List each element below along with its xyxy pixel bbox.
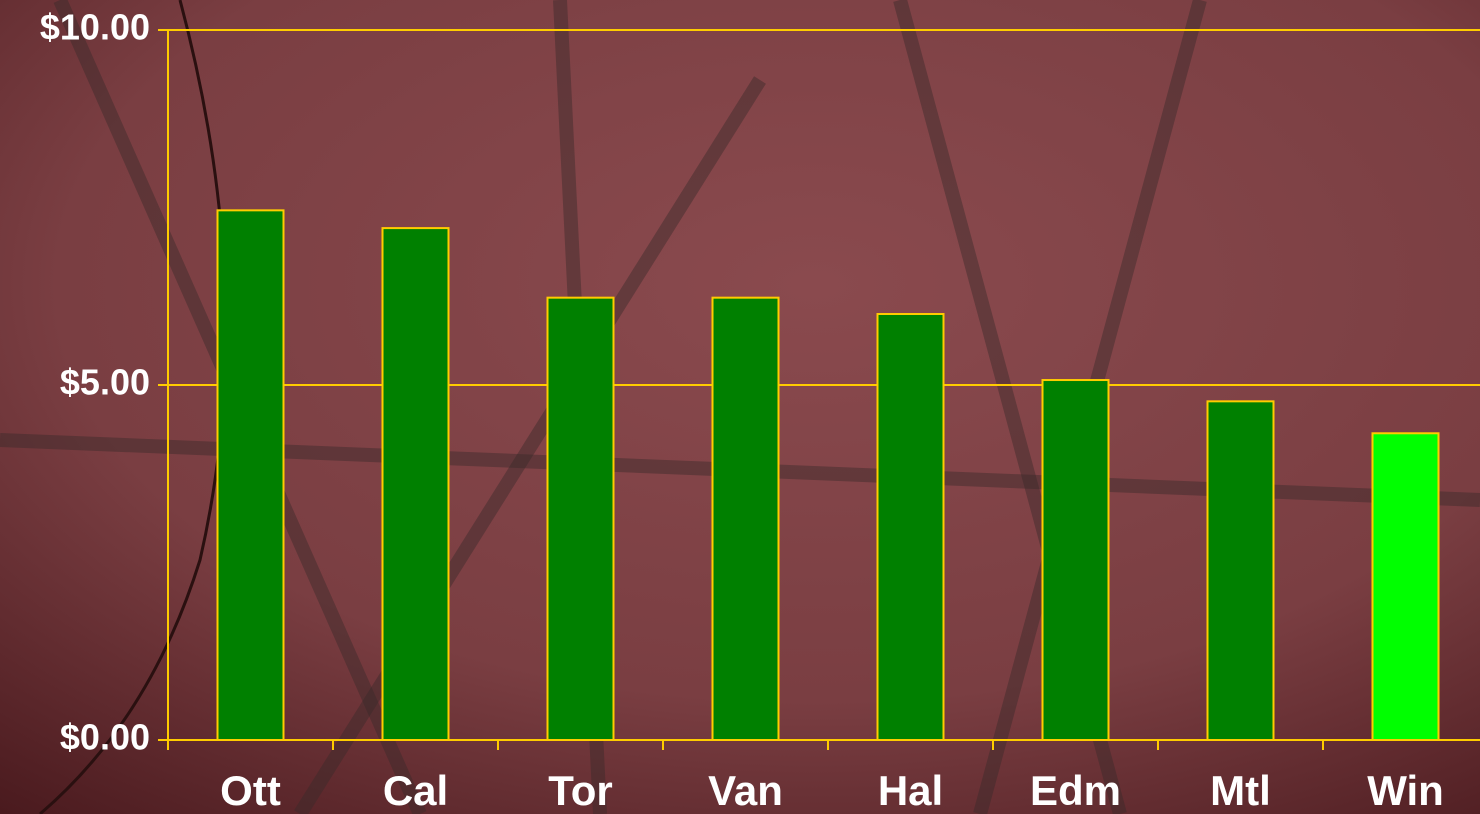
bar (546, 296, 615, 741)
y-tick-label: $0.00 (60, 717, 150, 758)
bar (711, 296, 780, 741)
x-tick-label: Win (1367, 767, 1444, 814)
bar (876, 313, 945, 741)
x-tick-label: Tor (548, 767, 613, 814)
bar (1206, 400, 1275, 741)
bar (1041, 379, 1110, 741)
x-tick-label: Hal (878, 767, 943, 814)
x-tick-label: Edm (1030, 767, 1121, 814)
background-decor (39, 0, 228, 814)
y-tick-label: $5.00 (60, 362, 150, 403)
bar (216, 209, 285, 741)
x-tick-label: Cal (383, 767, 448, 814)
bar (381, 227, 450, 741)
y-tick-label: $10.00 (40, 7, 150, 48)
x-tick-label: Van (708, 767, 783, 814)
x-tick-label: Mtl (1210, 767, 1271, 814)
bar (1371, 432, 1440, 741)
x-tick-label: Ott (220, 767, 281, 814)
